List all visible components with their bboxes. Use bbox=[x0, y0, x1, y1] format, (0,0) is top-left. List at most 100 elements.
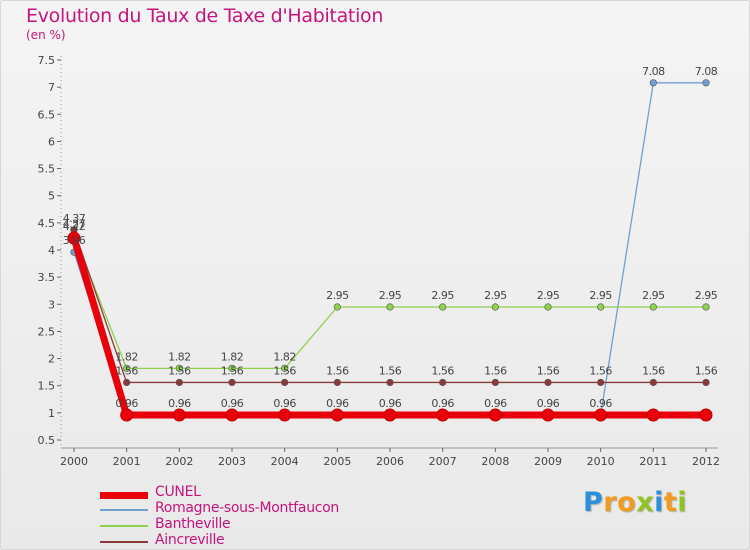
logo-letter: i bbox=[677, 487, 688, 518]
x-tick-label: 2011 bbox=[639, 455, 667, 468]
logo-letter: x bbox=[636, 487, 655, 518]
data-label: 1.56 bbox=[431, 364, 454, 377]
x-tick-label: 2010 bbox=[587, 455, 615, 468]
data-label: 1.56 bbox=[484, 364, 507, 377]
data-point bbox=[123, 364, 131, 372]
data-label: 0.96 bbox=[431, 397, 454, 410]
y-tick-label: 1 bbox=[48, 407, 55, 420]
legend-swatch bbox=[100, 525, 148, 527]
data-point bbox=[594, 408, 608, 422]
proxiti-logo: Proxiti bbox=[583, 487, 687, 518]
data-point bbox=[436, 408, 450, 422]
chart-title: Evolution du Taux de Taxe d'Habitation bbox=[26, 5, 384, 27]
data-point bbox=[386, 303, 394, 311]
data-label: 0.96 bbox=[115, 397, 138, 410]
data-point bbox=[702, 378, 710, 387]
data-point bbox=[649, 378, 657, 387]
y-tick-label: 1.5 bbox=[38, 380, 56, 393]
x-tick-label: 2008 bbox=[481, 455, 509, 468]
data-point bbox=[597, 378, 605, 387]
legend-label: Bantheville bbox=[155, 516, 231, 532]
data-label: 0.96 bbox=[168, 397, 191, 410]
data-label: 0.96 bbox=[326, 397, 349, 410]
data-point bbox=[278, 408, 292, 422]
x-tick-label: 2004 bbox=[271, 455, 299, 468]
y-tick-label: 6.5 bbox=[38, 108, 56, 121]
data-label: 1.82 bbox=[115, 350, 138, 363]
y-tick-label: 6 bbox=[48, 135, 55, 148]
x-tick-label: 2002 bbox=[165, 455, 193, 468]
data-point bbox=[383, 408, 397, 422]
y-tick-label: 3.5 bbox=[38, 271, 56, 284]
legend-item: CUNEL bbox=[100, 484, 420, 501]
data-point bbox=[702, 79, 710, 87]
data-point bbox=[67, 231, 81, 245]
data-point bbox=[123, 378, 131, 387]
data-label: 2.95 bbox=[537, 289, 560, 302]
data-point bbox=[439, 303, 447, 311]
data-point bbox=[120, 408, 134, 422]
y-tick-label: 5.5 bbox=[38, 163, 56, 176]
data-label: 1.56 bbox=[221, 364, 244, 377]
chart-legend: CUNEL Romagne-sous-Montfaucon Bantheville A… bbox=[100, 484, 420, 549]
data-label: 1.56 bbox=[537, 364, 560, 377]
data-label: 1.56 bbox=[589, 364, 612, 377]
data-label: 2.95 bbox=[642, 289, 665, 302]
data-point bbox=[175, 378, 183, 387]
data-label: 2.95 bbox=[326, 289, 349, 302]
data-point bbox=[439, 378, 447, 387]
data-label: 4.37 bbox=[63, 212, 86, 225]
data-point bbox=[646, 408, 660, 422]
legend-swatch bbox=[100, 541, 148, 543]
x-tick-label: 2009 bbox=[534, 455, 562, 468]
data-point bbox=[649, 79, 657, 87]
data-label: 1.56 bbox=[273, 364, 296, 377]
data-point bbox=[281, 364, 289, 372]
x-tick-label: 2007 bbox=[429, 455, 457, 468]
y-tick-label: 3 bbox=[48, 298, 55, 311]
data-label: 1.56 bbox=[642, 364, 665, 377]
legend-item: Romagne-sous-Montfaucon bbox=[100, 500, 420, 517]
x-tick-label: 2003 bbox=[218, 455, 246, 468]
y-tick-label: 0.5 bbox=[38, 434, 56, 447]
data-label: 2.95 bbox=[379, 289, 402, 302]
data-label: 1.56 bbox=[115, 364, 138, 377]
data-label: 0.96 bbox=[537, 397, 560, 410]
x-tick-label: 2005 bbox=[323, 455, 351, 468]
logo-letter: o bbox=[617, 487, 637, 518]
data-point bbox=[225, 408, 239, 422]
data-label: 0.96 bbox=[273, 397, 296, 410]
legend-label: Aincreville bbox=[155, 532, 225, 548]
data-point bbox=[386, 378, 394, 387]
data-label: 3.96 bbox=[63, 234, 86, 247]
data-point bbox=[491, 378, 499, 387]
data-point bbox=[597, 303, 605, 311]
legend-label: CUNEL bbox=[155, 484, 201, 500]
data-point bbox=[541, 408, 555, 422]
y-axis-unit-label: (en %) bbox=[26, 28, 66, 42]
x-tick-label: 2001 bbox=[113, 455, 141, 468]
data-point bbox=[544, 303, 552, 311]
data-label: 1.56 bbox=[695, 364, 718, 377]
data-label: 0.96 bbox=[484, 397, 507, 410]
y-tick-label: 5 bbox=[48, 190, 55, 203]
data-point bbox=[228, 378, 236, 387]
y-tick-label: 7.5 bbox=[38, 54, 56, 67]
y-tick-label: 2.5 bbox=[38, 325, 56, 338]
data-label: 0.96 bbox=[221, 397, 244, 410]
data-label: 4.22 bbox=[63, 220, 86, 233]
data-point bbox=[702, 303, 710, 311]
x-tick-label: 2000 bbox=[60, 455, 88, 468]
y-tick-label: 2 bbox=[48, 353, 55, 366]
data-point bbox=[228, 364, 236, 372]
data-point bbox=[175, 364, 183, 372]
data-label: 1.82 bbox=[273, 350, 296, 363]
y-tick-label: 4 bbox=[48, 244, 55, 257]
data-label: 2.95 bbox=[695, 289, 718, 302]
data-point bbox=[544, 378, 552, 387]
legend-swatch bbox=[100, 492, 148, 499]
data-point bbox=[649, 303, 657, 311]
logo-letter: P bbox=[583, 487, 604, 518]
legend-item: Bantheville bbox=[100, 516, 420, 533]
legend-swatch bbox=[100, 509, 148, 511]
